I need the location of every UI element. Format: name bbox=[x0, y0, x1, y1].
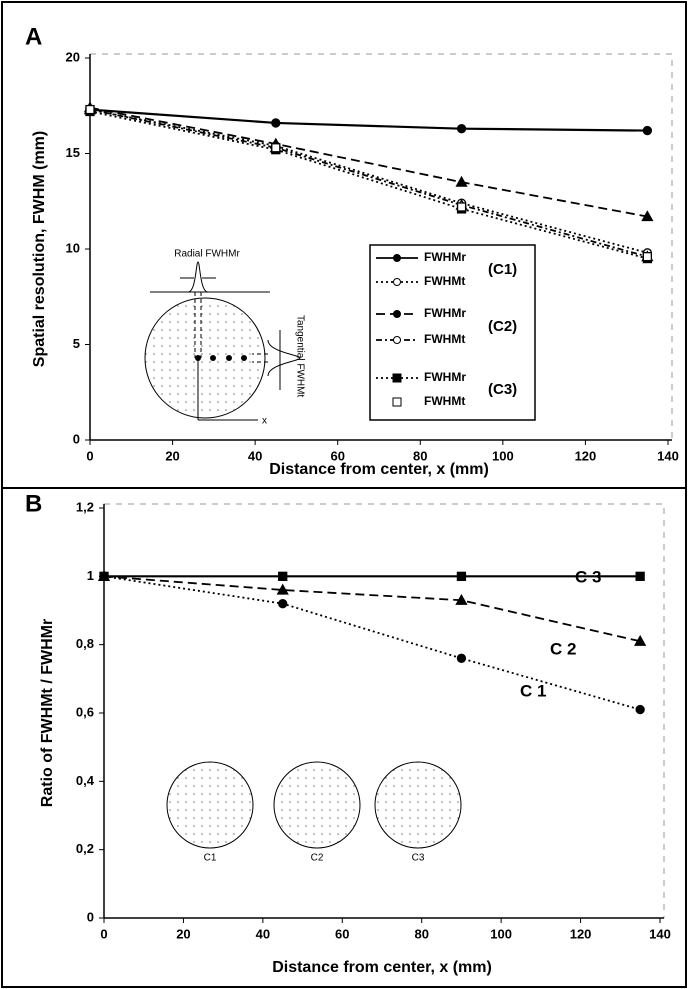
series-line bbox=[89, 108, 648, 254]
inset-label: C1 bbox=[204, 853, 217, 864]
y-tick-label: 0 bbox=[73, 431, 80, 446]
y-axis-label: Ratio of FWHMt / FWHMr bbox=[39, 619, 56, 807]
legend-marker bbox=[392, 373, 402, 383]
x-tick-label: 40 bbox=[248, 448, 262, 463]
x-tick-label: 40 bbox=[256, 926, 270, 941]
x-tick-label: 60 bbox=[330, 448, 344, 463]
marker bbox=[455, 175, 468, 187]
y-tick-label: 0,6 bbox=[76, 704, 94, 719]
marker bbox=[271, 143, 281, 153]
y-tick-label: 1 bbox=[87, 568, 94, 583]
legend-label: FWHMr bbox=[424, 370, 466, 384]
y-tick-label: 5 bbox=[73, 336, 80, 351]
legend-marker bbox=[393, 336, 401, 344]
marker bbox=[635, 571, 645, 581]
y-axis-label: Spatial resolution, FWHM (mm) bbox=[31, 131, 48, 367]
y-tick-label: 15 bbox=[66, 145, 80, 160]
marker bbox=[456, 571, 467, 581]
legend-label: FWHMt bbox=[424, 394, 465, 408]
y-tick-label: 10 bbox=[66, 240, 80, 255]
x-tick-label: 140 bbox=[657, 448, 679, 463]
x-tick-label: 80 bbox=[414, 926, 428, 941]
series-line bbox=[89, 108, 648, 132]
marker bbox=[85, 104, 95, 115]
series-label: C 1 bbox=[520, 681, 546, 700]
x-tick-label: 0 bbox=[100, 926, 107, 941]
inset-a bbox=[144, 261, 301, 421]
marker bbox=[278, 571, 288, 581]
x-tick-label: 120 bbox=[570, 926, 592, 941]
y-tick-label: 0,2 bbox=[76, 841, 94, 856]
x-tick-label: 100 bbox=[492, 448, 514, 463]
x-tick-label: 20 bbox=[165, 448, 179, 463]
plot-frame bbox=[103, 503, 665, 919]
y-tick-label: 20 bbox=[66, 49, 80, 64]
series-label: C 2 bbox=[550, 639, 576, 658]
series-line bbox=[103, 575, 641, 643]
legend-marker bbox=[392, 397, 402, 407]
legend-label: FWHMt bbox=[424, 274, 465, 288]
panel-label: B bbox=[25, 490, 42, 517]
inset-label: Radial FWHMr bbox=[174, 249, 240, 260]
y-tick-label: 0,4 bbox=[76, 773, 95, 788]
x-tick-label: 60 bbox=[335, 926, 349, 941]
series-label: C 3 bbox=[575, 567, 601, 586]
marker bbox=[271, 118, 281, 128]
series-line bbox=[89, 106, 648, 218]
y-tick-label: 0,8 bbox=[76, 636, 94, 651]
legend-group: (C3) bbox=[488, 381, 517, 398]
x-tick-label: 80 bbox=[413, 448, 427, 463]
legend-group: (C1) bbox=[488, 261, 517, 278]
x-axis-label: Distance from center, x (mm) bbox=[269, 461, 489, 478]
inset-b bbox=[166, 740, 468, 849]
series-line bbox=[89, 110, 648, 260]
inset-label: C3 bbox=[412, 853, 425, 864]
marker bbox=[278, 599, 288, 609]
panel-label: A bbox=[25, 23, 42, 50]
marker bbox=[641, 210, 654, 222]
marker bbox=[276, 583, 289, 595]
y-tick-label: 0 bbox=[87, 909, 94, 924]
marker bbox=[456, 202, 467, 212]
marker bbox=[634, 634, 647, 646]
marker bbox=[456, 653, 467, 663]
marker bbox=[642, 125, 653, 136]
inset-label: x bbox=[262, 416, 267, 427]
x-axis-label: Distance from center, x (mm) bbox=[272, 959, 492, 976]
marker bbox=[99, 571, 109, 581]
series-line bbox=[103, 575, 641, 711]
legend-label: FWHMt bbox=[424, 332, 465, 346]
inset-label: C2 bbox=[311, 853, 324, 864]
marker bbox=[635, 704, 645, 715]
legend-group: (C2) bbox=[488, 318, 517, 335]
legend-label: FWHMr bbox=[424, 306, 466, 320]
x-tick-label: 100 bbox=[490, 926, 512, 941]
x-tick-label: 20 bbox=[176, 926, 190, 941]
marker bbox=[456, 124, 467, 134]
marker bbox=[642, 251, 653, 262]
y-tick-label: 1,2 bbox=[76, 499, 94, 514]
x-tick-label: 0 bbox=[86, 448, 93, 463]
legend-marker bbox=[393, 254, 401, 262]
series-line bbox=[89, 108, 648, 258]
legend-marker bbox=[393, 310, 401, 318]
marker bbox=[455, 593, 468, 605]
legend-box bbox=[369, 244, 536, 421]
legend-label: FWHMr bbox=[424, 250, 466, 264]
x-tick-label: 140 bbox=[649, 926, 671, 941]
legend-marker bbox=[393, 278, 401, 286]
x-tick-label: 120 bbox=[575, 448, 597, 463]
inset-label: Tangential FWHMt bbox=[294, 315, 305, 397]
